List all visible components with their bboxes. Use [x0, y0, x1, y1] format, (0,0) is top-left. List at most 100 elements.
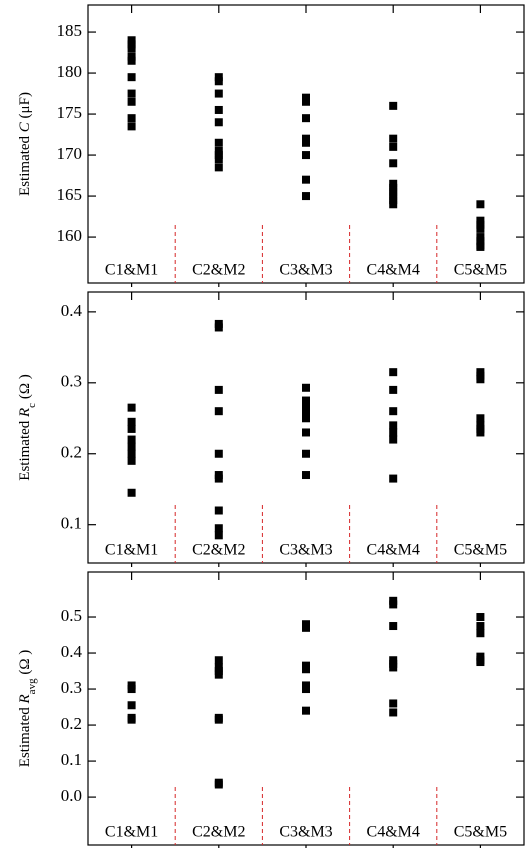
y-axis-label-part: (Ω )	[17, 650, 33, 679]
category-label: C1&M1	[105, 542, 158, 559]
point	[127, 40, 136, 49]
point	[214, 138, 223, 147]
point	[214, 146, 223, 155]
point	[214, 105, 223, 114]
point	[302, 396, 310, 405]
point	[127, 56, 136, 65]
point	[476, 237, 485, 246]
y-axis-label-part: Estimated	[17, 417, 33, 481]
point	[127, 449, 136, 458]
y-axis-label: Estimated C (μF)	[17, 92, 33, 196]
point	[302, 623, 310, 632]
category-label: C3&M3	[279, 262, 332, 279]
category-label: C4&M4	[367, 542, 420, 559]
point	[214, 89, 223, 98]
y-axis-label: Estimated Ravg (Ω )	[17, 650, 37, 767]
point	[302, 449, 310, 458]
y-tick-label: 0.2	[61, 443, 82, 462]
point	[214, 524, 223, 533]
category-label: C5&M5	[454, 542, 507, 559]
y-axis-label-part: Estimated	[17, 703, 33, 767]
point	[127, 488, 136, 497]
y-axis-label-part: avg	[26, 678, 38, 694]
point	[389, 159, 398, 168]
panel: 0.1 0.2 0.3 0.4 C1&M1 C2&M2 C3&M3 C4&M4 C5&M5 Est…	[17, 291, 525, 567]
point	[214, 449, 223, 458]
y-axis-label-part: (Ω )	[17, 374, 33, 403]
point	[127, 715, 136, 724]
y-axis-label-part: c	[26, 403, 38, 408]
point	[302, 114, 310, 123]
y-tick-label: 0.3	[61, 372, 82, 391]
point	[302, 414, 310, 423]
y-tick-label: 0.1	[61, 750, 82, 769]
point	[302, 471, 310, 480]
point	[389, 183, 398, 192]
point	[476, 242, 485, 251]
y-axis-label-part: R	[17, 408, 33, 418]
y-tick-label: 0.5	[61, 606, 82, 625]
point	[214, 155, 223, 164]
point	[127, 424, 136, 433]
category-label: C1&M1	[105, 262, 158, 279]
point	[127, 456, 136, 465]
point	[389, 622, 398, 631]
point	[214, 77, 223, 86]
point	[389, 407, 398, 416]
point	[389, 179, 398, 188]
point	[476, 414, 485, 423]
point	[389, 708, 398, 717]
y-tick-label: 0.0	[61, 786, 82, 805]
y-tick-label: 0.1	[61, 514, 82, 533]
point	[214, 670, 223, 679]
y-tick-label: 0.3	[61, 678, 82, 697]
y-tick-label: 0.2	[61, 714, 82, 733]
point	[127, 44, 136, 53]
point	[214, 163, 223, 172]
point	[389, 428, 398, 437]
point	[389, 134, 398, 143]
point	[476, 428, 485, 437]
point	[476, 613, 485, 622]
category-label: C2&M2	[192, 542, 245, 559]
y-tick-label: 185	[57, 21, 83, 40]
point	[127, 89, 136, 98]
point	[214, 656, 223, 665]
plot-frame	[87, 291, 525, 564]
y-tick-label: 180	[57, 62, 83, 81]
point	[302, 428, 310, 437]
y-tick-label: 175	[57, 103, 83, 122]
point	[302, 175, 310, 184]
y-tick-label: 0.4	[61, 642, 83, 661]
point	[476, 375, 485, 384]
category-label: C4&M4	[367, 824, 420, 841]
point	[127, 442, 136, 451]
point	[214, 323, 223, 332]
panel: 0.0 0.1 0.2 0.3 0.4 0.5 C1&M1 C2&M2 C3&M3 C4&M4 C5…	[17, 571, 525, 848]
point	[389, 435, 398, 444]
point	[127, 52, 136, 61]
point	[476, 629, 485, 638]
point	[214, 407, 223, 416]
point	[389, 368, 398, 377]
category-label: C3&M3	[279, 542, 332, 559]
point	[389, 699, 398, 708]
category-label: C5&M5	[454, 824, 507, 841]
category-label: C4&M4	[367, 262, 420, 279]
point	[389, 385, 398, 394]
point	[389, 200, 398, 209]
y-tick-label: 0.4	[61, 301, 83, 320]
point	[214, 151, 223, 160]
point	[476, 622, 485, 631]
point	[127, 701, 136, 710]
point	[302, 665, 310, 674]
point	[302, 97, 310, 106]
point	[127, 97, 136, 106]
point	[302, 383, 310, 392]
y-axis-label-part: C	[17, 121, 33, 132]
point	[389, 474, 398, 483]
point	[476, 233, 485, 242]
point	[214, 715, 223, 724]
category-label: C5&M5	[454, 262, 507, 279]
point	[214, 531, 223, 540]
